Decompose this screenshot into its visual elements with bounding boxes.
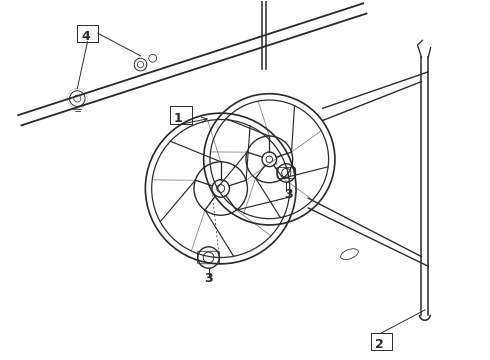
Text: 2: 2 [375,338,384,351]
Text: 3: 3 [205,272,213,285]
Text: 1: 1 [173,112,182,125]
Text: 3: 3 [284,188,293,201]
Text: 4: 4 [81,30,90,43]
